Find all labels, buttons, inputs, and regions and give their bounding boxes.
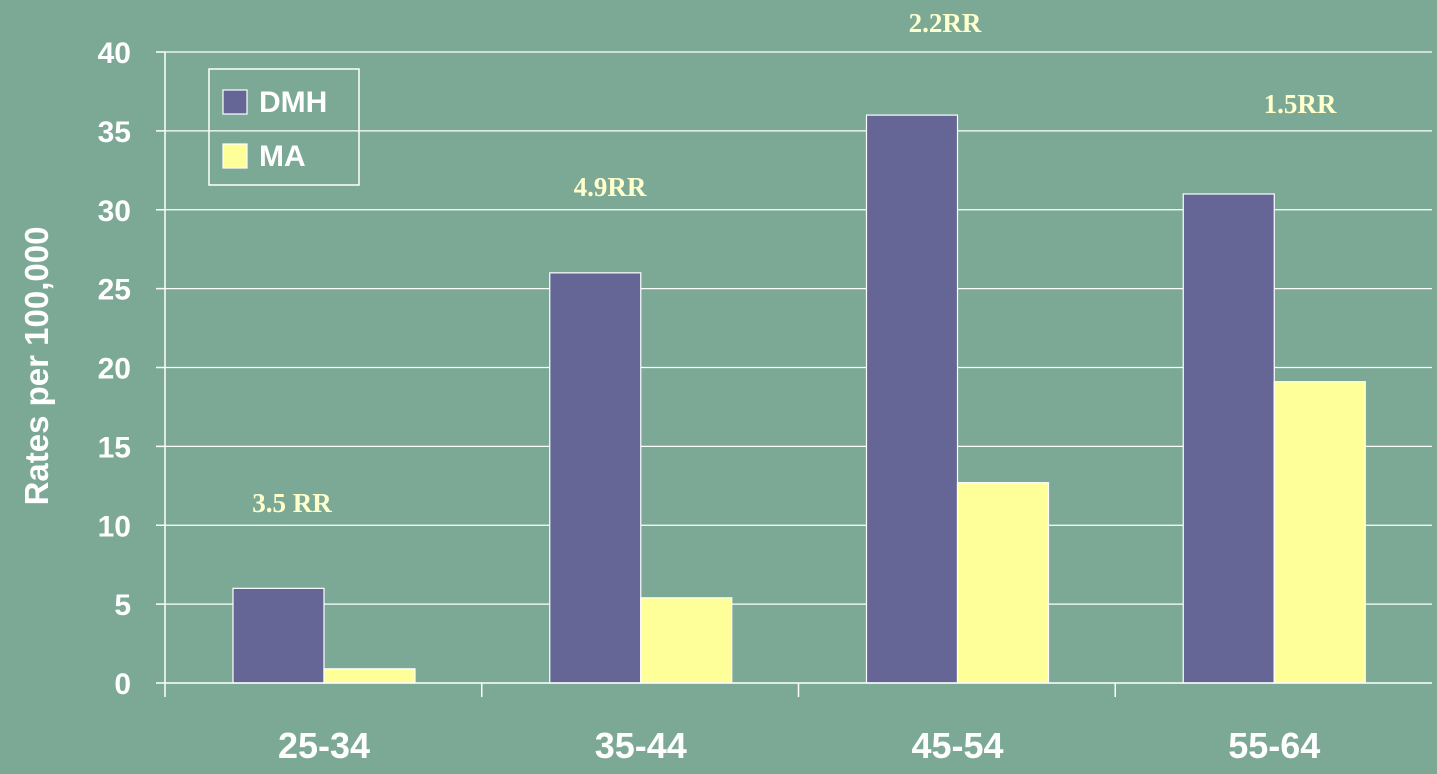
x-tick-label: 45-54 <box>911 725 1003 766</box>
legend-label-dmh: DMH <box>259 86 327 119</box>
bar-dmh-25-34 <box>232 587 325 684</box>
x-tick-label: 55-64 <box>1228 725 1320 766</box>
y-tick-label: 0 <box>114 668 131 701</box>
y-tick-label: 5 <box>114 589 131 622</box>
bar-dmh-55-64 <box>1182 193 1275 684</box>
annotations: 3.5 RR 4.9RR 2.2RR 1.5RR <box>252 8 1337 518</box>
bar-ma-45-54 <box>956 482 1050 684</box>
y-axis-label: Rates per 100,000 <box>18 227 55 506</box>
y-tick-label: 15 <box>98 431 131 464</box>
y-tick-label: 25 <box>98 274 131 307</box>
annotation-rr: 3.5 RR <box>252 488 332 518</box>
y-tick-label: 40 <box>98 37 131 70</box>
legend-swatch-dmh <box>222 89 248 115</box>
annotation-rr: 1.5RR <box>1264 89 1337 119</box>
annotation-rr: 2.2RR <box>909 8 982 38</box>
y-tick-label: 20 <box>98 353 131 386</box>
bar-ma-35-44 <box>640 597 733 684</box>
bar-ma-25-34 <box>323 668 416 684</box>
y-tick-label: 10 <box>98 510 131 543</box>
y-tick-label: 35 <box>98 116 131 149</box>
legend-swatch-ma <box>222 143 248 169</box>
legend-label-ma: MA <box>259 140 306 173</box>
annotation-rr: 4.9RR <box>574 172 647 202</box>
x-tick-label: 25-34 <box>278 725 370 766</box>
x-tick-label: 35-44 <box>595 725 687 766</box>
legend: DMH MA <box>208 68 360 186</box>
gridlines <box>165 51 1432 605</box>
legend-box <box>208 68 360 186</box>
axes: 0 5 10 15 20 25 30 35 40 25-34 35-44 45-54 55-64 <box>98 37 1432 766</box>
bar-dmh-45-54 <box>865 114 959 684</box>
bar-ma-55-64 <box>1273 381 1366 684</box>
y-tick-label: 30 <box>98 195 131 228</box>
bar-dmh-35-44 <box>549 272 642 684</box>
bars <box>232 114 1366 684</box>
